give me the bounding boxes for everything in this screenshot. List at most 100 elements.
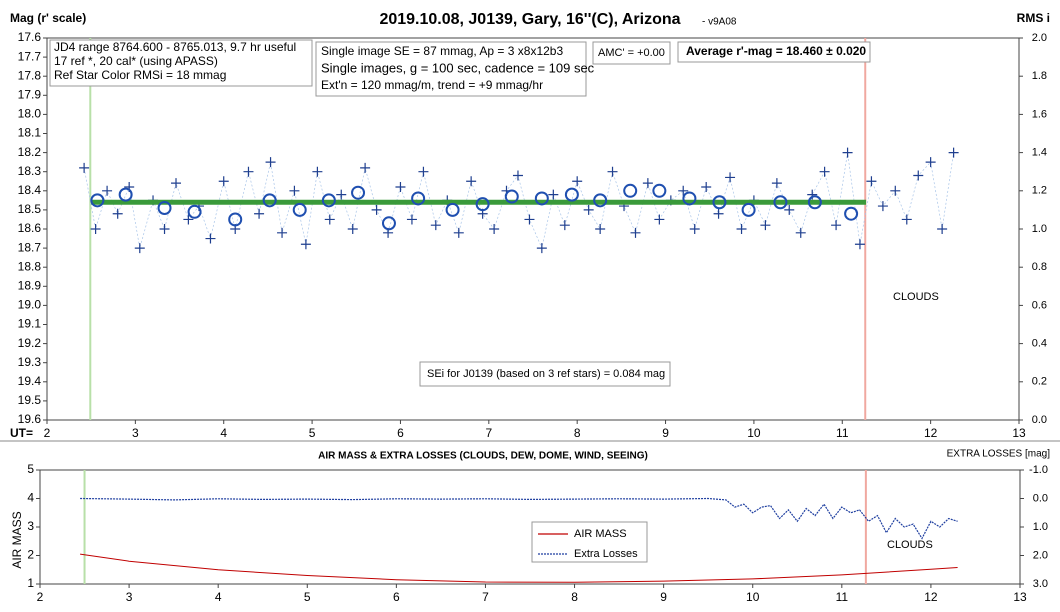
y-axis-label: Mag (r' scale) [10,11,86,25]
data-point [360,162,371,173]
bin-average [623,183,638,198]
data-point [243,166,254,177]
data-point [913,170,924,181]
y-tick-label: 18.1 [18,126,42,140]
x-tick-label: 3 [132,426,139,440]
data-point [171,178,182,189]
data-point [466,176,477,187]
y-tick-label: 19.2 [18,336,42,350]
y-tick-label: 17.6 [18,30,42,44]
annotation: CLOUDS [887,539,933,551]
data-point [866,176,877,187]
x-tick-label: 7 [482,590,489,604]
legend-label: AIR MASS [574,528,627,540]
x-tick-label: 8 [574,426,581,440]
bin-average [712,195,727,210]
y2-tick-label: 0.8 [1032,261,1047,273]
x-tick-label: 13 [1012,426,1026,440]
x-tick-label: 6 [393,590,400,604]
data-point [430,220,441,231]
annotation-box [419,361,671,387]
x-tick-label: 4 [215,590,222,604]
annotation-box [677,41,871,63]
chart-title: 2019.10.08, J0139, Gary, 16''(C), Arizon… [379,11,680,28]
x-tick-label: 11 [836,426,849,440]
y-tick-label: 18.8 [18,259,42,273]
data-point [559,220,570,231]
y2-axis-label: RMS i [1017,11,1050,25]
bin-average [157,200,172,215]
x-axis-label: UT= [10,426,33,440]
y2-axis-label: EXTRA LOSSES [mag] [947,449,1051,460]
data-point [312,166,323,177]
bin-average [228,212,243,227]
data-point [795,227,806,238]
data-point [948,147,959,158]
annotation: SEi for J0139 (based on 3 ref stars) = 0… [427,368,665,380]
x-tick-label: 9 [660,590,667,604]
bin-average [381,216,396,231]
data-point [771,178,782,189]
data-point [524,214,535,225]
data-point [512,170,523,181]
y-tick-label: 18.3 [18,164,42,178]
data-point [277,227,288,238]
x-tick-label: 8 [571,590,578,604]
data-point [112,208,123,219]
x-tick-label: 5 [304,590,311,604]
y-tick-label: 1 [27,576,34,590]
bin-average [118,187,133,202]
data-point [489,224,500,234]
data-point [877,201,888,212]
data-point [819,166,830,177]
annotation-box [315,41,587,97]
y-tick-label: 19.0 [18,298,42,312]
data-point [300,239,311,250]
data-point [583,204,594,215]
bin-average [682,191,697,206]
series-line [80,553,958,583]
annotation: JD4 range 8764.600 - 8765.013, 9.7 hr us… [54,40,296,54]
data-point [183,214,194,225]
data-point [205,233,216,244]
y2-tick-label: 1.4 [1032,147,1047,159]
x-tick-label: 5 [309,426,316,440]
bin-average [90,193,105,208]
x-tick-label: 9 [662,426,669,440]
data-point [134,243,145,254]
data-point [689,224,700,234]
data-point [901,214,912,225]
x-tick-label: 4 [220,426,227,440]
x-tick-label: 3 [126,590,133,604]
data-point [630,227,641,238]
data-point [406,214,417,225]
annotation-box [49,39,313,87]
y2-tick-label: 0.4 [1032,338,1047,350]
x-tick-label: 12 [924,426,938,440]
y-tick-label: 18.0 [18,107,42,121]
y-tick-label: 19.6 [18,412,42,426]
bin-average [475,197,490,212]
bin-average [504,189,519,204]
data-point [701,181,712,192]
annotation-box [592,41,671,65]
x-tick-label: 2 [44,426,51,440]
y2-tick-label: 1.8 [1032,70,1047,82]
bin-average [262,193,277,208]
annotation: CLOUDS [893,291,939,303]
data-point [371,204,382,215]
annotation: Single image SE = 87 mmag, Ap = 3 x8x12b… [321,44,563,58]
y-axis-label: AIR MASS [10,511,24,568]
series-line [80,497,958,540]
y-tick-label: 17.8 [18,68,42,82]
data-point [324,214,335,225]
bin-average [321,193,336,208]
y2-tick-label: 0.0 [1032,414,1047,426]
data-point [725,172,736,183]
y2-tick-label: 0.0 [1033,492,1048,504]
bin-average [652,183,667,198]
y2-tick-label: 1.0 [1033,521,1048,533]
data-point [736,224,747,234]
annotation-box [531,521,648,563]
data-point [159,224,170,234]
